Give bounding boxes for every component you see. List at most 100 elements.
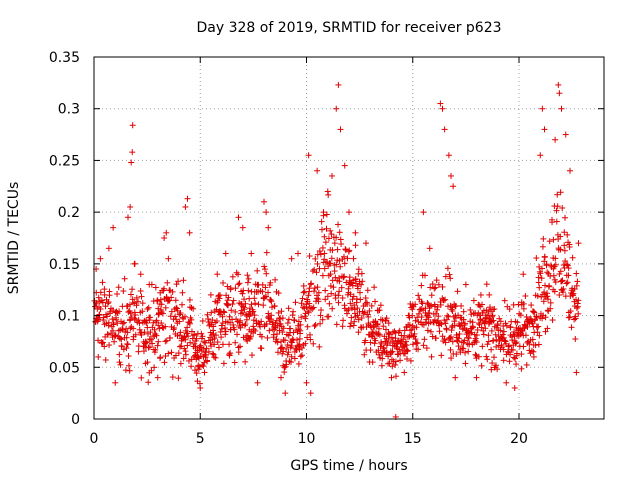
data-point: [506, 358, 513, 365]
data-point: [434, 303, 441, 310]
data-point: [500, 357, 507, 364]
data-point: [111, 338, 118, 345]
data-point: [175, 350, 182, 357]
data-point: [201, 338, 208, 345]
data-point: [148, 367, 155, 374]
data-point: [528, 302, 535, 309]
data-point: [338, 284, 345, 291]
data-point: [247, 333, 254, 340]
data-point: [568, 324, 575, 331]
data-point: [517, 331, 524, 338]
data-point: [500, 328, 507, 335]
data-point: [304, 334, 311, 341]
data-point: [542, 328, 549, 335]
data-point: [98, 340, 105, 347]
data-point: [358, 281, 365, 288]
data-point: [220, 308, 227, 315]
data-point: [268, 312, 275, 319]
data-point: [339, 295, 346, 302]
data-point: [211, 335, 218, 342]
data-point: [491, 306, 498, 313]
data-point: [569, 291, 576, 298]
data-point: [106, 288, 113, 295]
data-point: [406, 321, 413, 328]
data-point: [333, 321, 340, 328]
data-point: [409, 341, 416, 348]
data-point: [317, 251, 324, 258]
data-point: [203, 345, 210, 352]
data-point: [109, 327, 116, 334]
data-point: [420, 209, 427, 216]
data-point: [295, 322, 302, 329]
data-point: [451, 322, 458, 329]
data-point: [335, 299, 342, 306]
data-point: [447, 333, 454, 340]
data-point: [566, 314, 573, 321]
data-point: [385, 360, 392, 367]
y-tick-label: 0.15: [49, 257, 80, 273]
data-point: [176, 343, 183, 350]
data-point: [209, 350, 216, 357]
data-point: [494, 366, 501, 373]
data-point: [444, 265, 451, 272]
data-point: [369, 359, 376, 366]
data-point: [556, 291, 563, 298]
data-point: [518, 365, 525, 372]
data-point: [483, 281, 490, 288]
data-point: [505, 343, 512, 350]
data-point: [573, 369, 580, 376]
data-point: [310, 340, 317, 347]
data-point: [311, 285, 318, 292]
data-point: [182, 351, 189, 358]
data-point: [119, 320, 126, 327]
data-point: [173, 281, 180, 288]
data-point: [530, 353, 537, 360]
data-point: [118, 336, 125, 343]
data-point: [141, 329, 148, 336]
data-point: [569, 285, 576, 292]
data-point: [520, 343, 527, 350]
data-point: [222, 250, 229, 257]
data-point: [116, 359, 123, 366]
data-point: [184, 330, 191, 337]
data-point: [352, 229, 359, 236]
data-point: [509, 337, 516, 344]
data-point: [280, 325, 287, 332]
y-tick-label: 0.35: [49, 50, 80, 66]
data-point: [237, 324, 244, 331]
data-point: [319, 244, 326, 251]
data-point: [492, 331, 499, 338]
data-point: [424, 327, 431, 334]
data-point: [262, 293, 269, 300]
data-point: [549, 317, 556, 324]
data-point: [176, 311, 183, 318]
data-point: [294, 336, 301, 343]
data-point: [457, 322, 464, 329]
data-point: [258, 318, 265, 325]
data-point: [433, 277, 440, 284]
data-point: [412, 301, 419, 308]
data-point: [549, 216, 556, 223]
data-point: [543, 261, 550, 268]
data-point: [452, 374, 459, 381]
data-point: [497, 318, 504, 325]
data-point: [300, 282, 307, 289]
data-point: [553, 218, 560, 225]
data-point: [149, 340, 156, 347]
data-point: [544, 325, 551, 332]
data-point: [212, 354, 219, 361]
data-point: [115, 284, 122, 291]
data-point: [225, 302, 232, 309]
data-point: [195, 362, 202, 369]
data-point: [322, 287, 329, 294]
data-point: [211, 341, 218, 348]
data-point: [97, 306, 104, 313]
data-point: [152, 284, 159, 291]
data-point: [536, 332, 543, 339]
data-point: [460, 345, 467, 352]
data-point: [346, 209, 352, 216]
data-point: [315, 296, 322, 303]
data-point: [186, 229, 193, 236]
data-point: [355, 266, 362, 273]
data-point: [392, 361, 399, 368]
